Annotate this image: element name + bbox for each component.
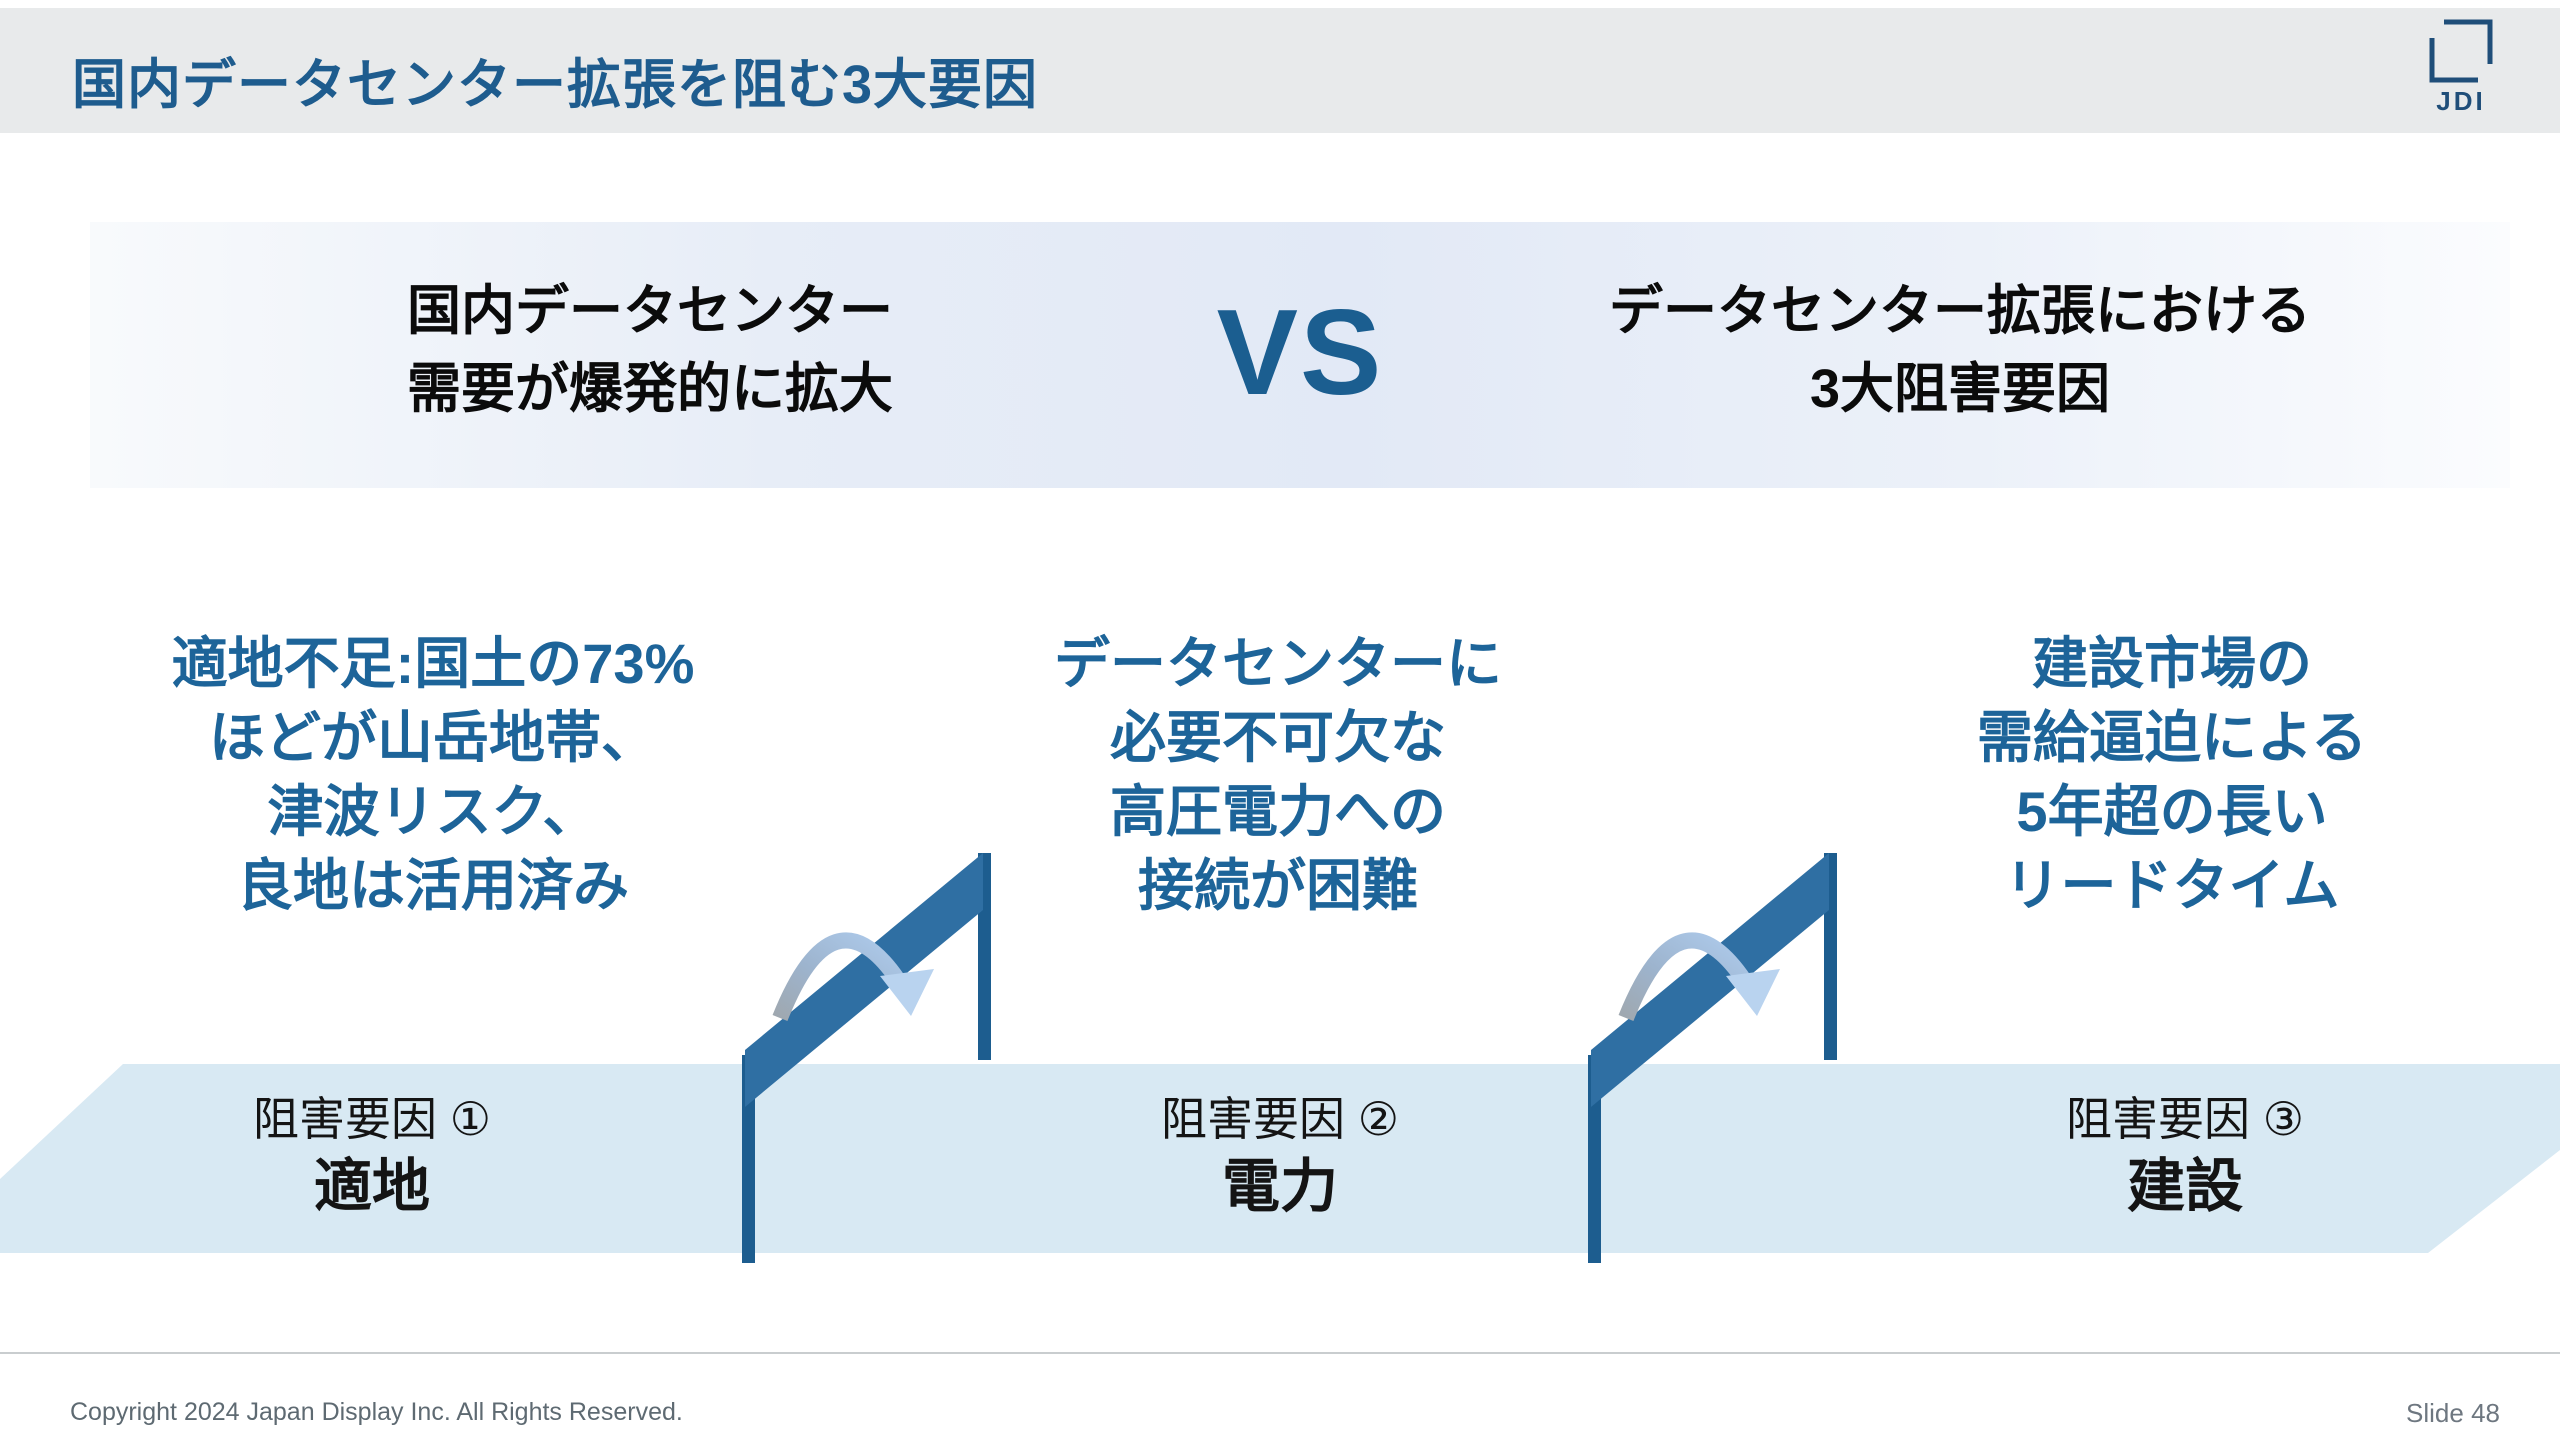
hurdle-post-left [1588, 1055, 1601, 1263]
factor1-line4: 良地は活用済み [237, 854, 629, 917]
factor2-line3: 高圧電力への [1110, 780, 1446, 843]
obstacle3-label: 阻害要因 ③ [2065, 1093, 2305, 1145]
vs-label: VS [1216, 284, 1384, 420]
jump-arrow-head [880, 969, 934, 1016]
factor1-line1: 適地不足:国土の73% [171, 632, 695, 695]
headline-obstacles-line1: データセンター拡張における [1609, 281, 2311, 341]
vs-comparison-band [90, 222, 2510, 488]
factor2-line2: 必要不可欠な [1110, 706, 1446, 769]
obstacle1-name: 適地 [313, 1154, 430, 1219]
hurdle-ribbon [745, 853, 983, 1107]
factor1-line3: 津波リスク、 [267, 780, 599, 843]
obstacle-label-construction: 阻害要因 ③ 建設 [1925, 1088, 2445, 1224]
hurdle-graphic-1 [742, 853, 991, 1263]
obstacle2-name: 電力 [1221, 1154, 1338, 1219]
footer-copyright: Copyright 2024 Japan Display Inc. All Ri… [70, 1398, 683, 1426]
headline-demand: 国内データセンター 需要が爆発的に拡大 [240, 272, 1060, 428]
jump-arrow-icon [772, 932, 905, 1021]
obstacle-label-power: 阻害要因 ② 電力 [1020, 1088, 1540, 1224]
slide-number: Slide 48 [2406, 1398, 2500, 1428]
obstacle3-name: 建設 [2126, 1154, 2243, 1219]
factor3-line3: 5年超の長い [2016, 780, 2328, 843]
obstacle1-label: 阻害要因 ① [252, 1093, 492, 1145]
headline-demand-line1: 国内データセンター [407, 281, 893, 341]
jdi-logo: JDI [2429, 19, 2493, 116]
factor3-line1: 建設市場の [2032, 632, 2312, 695]
obstacle2-label: 阻害要因 ② [1160, 1093, 1400, 1145]
factor3-line4: リードタイム [2004, 854, 2340, 917]
hurdle-graphic-2 [1588, 853, 1837, 1263]
logo-bracket-bottom-left [2429, 38, 2478, 83]
headline-obstacles: データセンター拡張における 3大阻害要因 [1550, 272, 2370, 428]
factor-description-site: 適地不足:国土の73% ほどが山岳地帯、 津波リスク、 良地は活用済み [83, 627, 783, 923]
jump-arrow-head [1726, 969, 1780, 1016]
hurdle-ribbon [1591, 853, 1829, 1107]
factor2-line4: 接続が困難 [1138, 854, 1418, 917]
obstacle-label-site: 阻害要因 ① 適地 [112, 1088, 632, 1224]
jump-arrow-icon [1618, 932, 1751, 1021]
factor2-line1: データセンターに [1054, 632, 1502, 695]
page-title: 国内データセンター拡張を阻む3大要因 [72, 55, 1039, 115]
factor1-line2: ほどが山岳地帯、 [209, 706, 657, 769]
factor-description-construction: 建設市場の 需給逼迫による 5年超の長い リードタイム [1822, 627, 2522, 923]
hurdle-post-left [742, 1055, 755, 1263]
factor3-line2: 需給逼迫による [1976, 706, 2368, 769]
factor-description-power: データセンターに 必要不可欠な 高圧電力への 接続が困難 [928, 627, 1628, 923]
footer-divider [0, 1352, 2560, 1354]
obstacle-band [0, 1064, 2560, 1253]
headline-demand-line2: 需要が爆発的に拡大 [407, 359, 893, 419]
header-band [0, 8, 2560, 133]
logo-text: JDI [2436, 86, 2485, 116]
logo-bracket-top-right [2444, 19, 2493, 64]
headline-obstacles-line2: 3大阻害要因 [1809, 359, 2111, 419]
